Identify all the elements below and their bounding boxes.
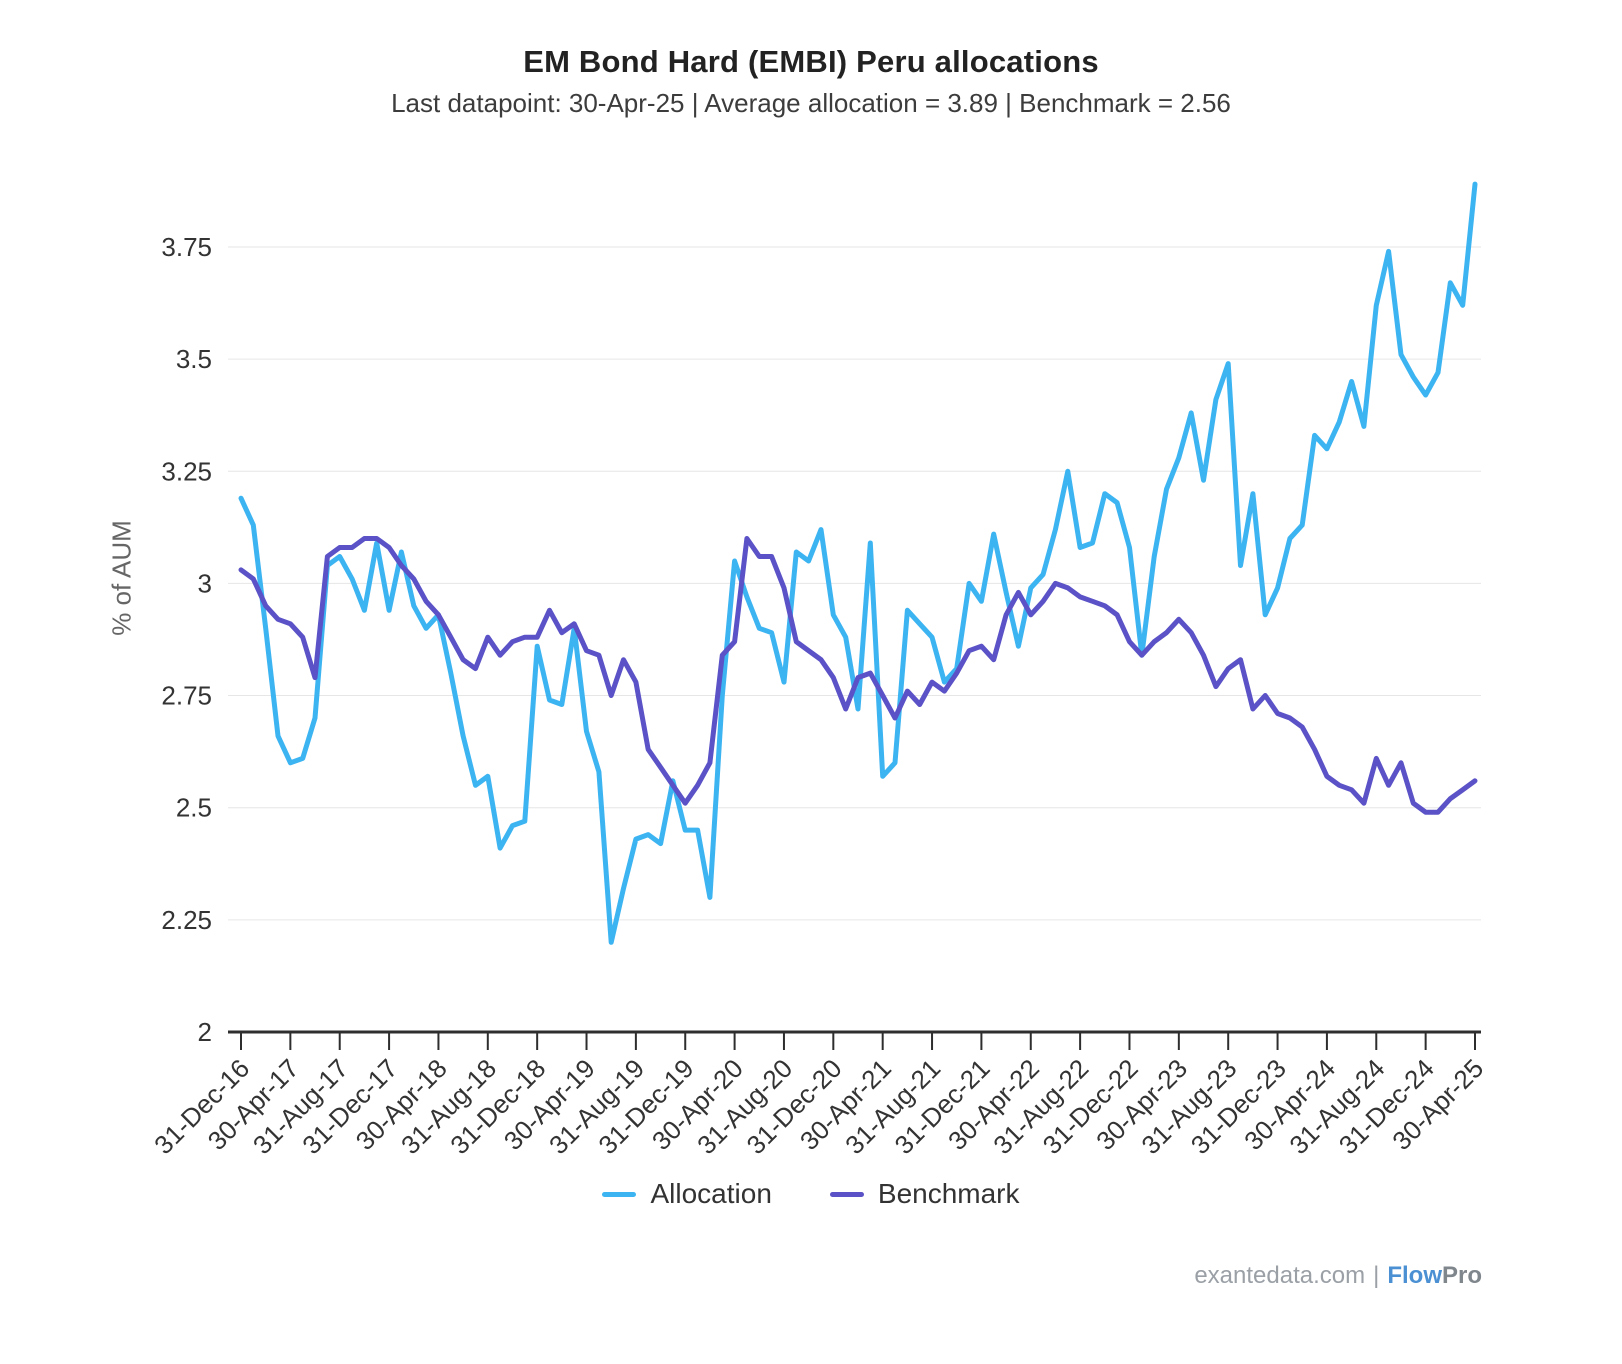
legend: Allocation Benchmark (0, 1178, 1622, 1210)
svg-text:2.75: 2.75 (161, 681, 212, 711)
x-axis-labels: 31-Dec-1630-Apr-1731-Aug-1731-Dec-1730-A… (148, 1053, 1489, 1160)
svg-text:2.5: 2.5 (176, 793, 212, 823)
svg-text:2: 2 (198, 1017, 212, 1047)
benchmark-series-line (238, 536, 1478, 815)
chart-title: EM Bond Hard (EMBI) Peru allocations (523, 44, 1099, 79)
svg-text:2.25: 2.25 (161, 905, 212, 935)
benchmark-line-swatch (829, 1191, 864, 1197)
legend-item-benchmark[interactable]: Benchmark (829, 1178, 1020, 1210)
allocation-series-line (238, 181, 1478, 945)
y-axis-labels: 2 2.25 2.5 2.75 3 3.25 3.5 3.75 (161, 232, 212, 1047)
footer-brand-pro: Pro (1441, 1262, 1482, 1289)
svg-text:3.25: 3.25 (161, 456, 212, 486)
footer-separator: | (1373, 1262, 1380, 1289)
legend-item-allocation[interactable]: Allocation (602, 1178, 772, 1210)
footer-brand-flow: Flow (1387, 1262, 1442, 1289)
svg-text:3.5: 3.5 (176, 344, 212, 374)
footer-branding: exantedata.com | FlowPro (1194, 1262, 1482, 1290)
footer-site: exantedata.com (1194, 1262, 1366, 1289)
legend-label-allocation: Allocation (650, 1178, 772, 1209)
legend-label-benchmark: Benchmark (877, 1178, 1020, 1209)
svg-text:3.75: 3.75 (161, 232, 212, 262)
chart-subtitle: Last datapoint: 30-Apr-25 | Average allo… (391, 88, 1231, 118)
x-axis-ticks (240, 1033, 1476, 1050)
svg-text:3: 3 (198, 568, 212, 598)
allocation-line-swatch (602, 1191, 637, 1197)
series-lines (238, 181, 1478, 945)
